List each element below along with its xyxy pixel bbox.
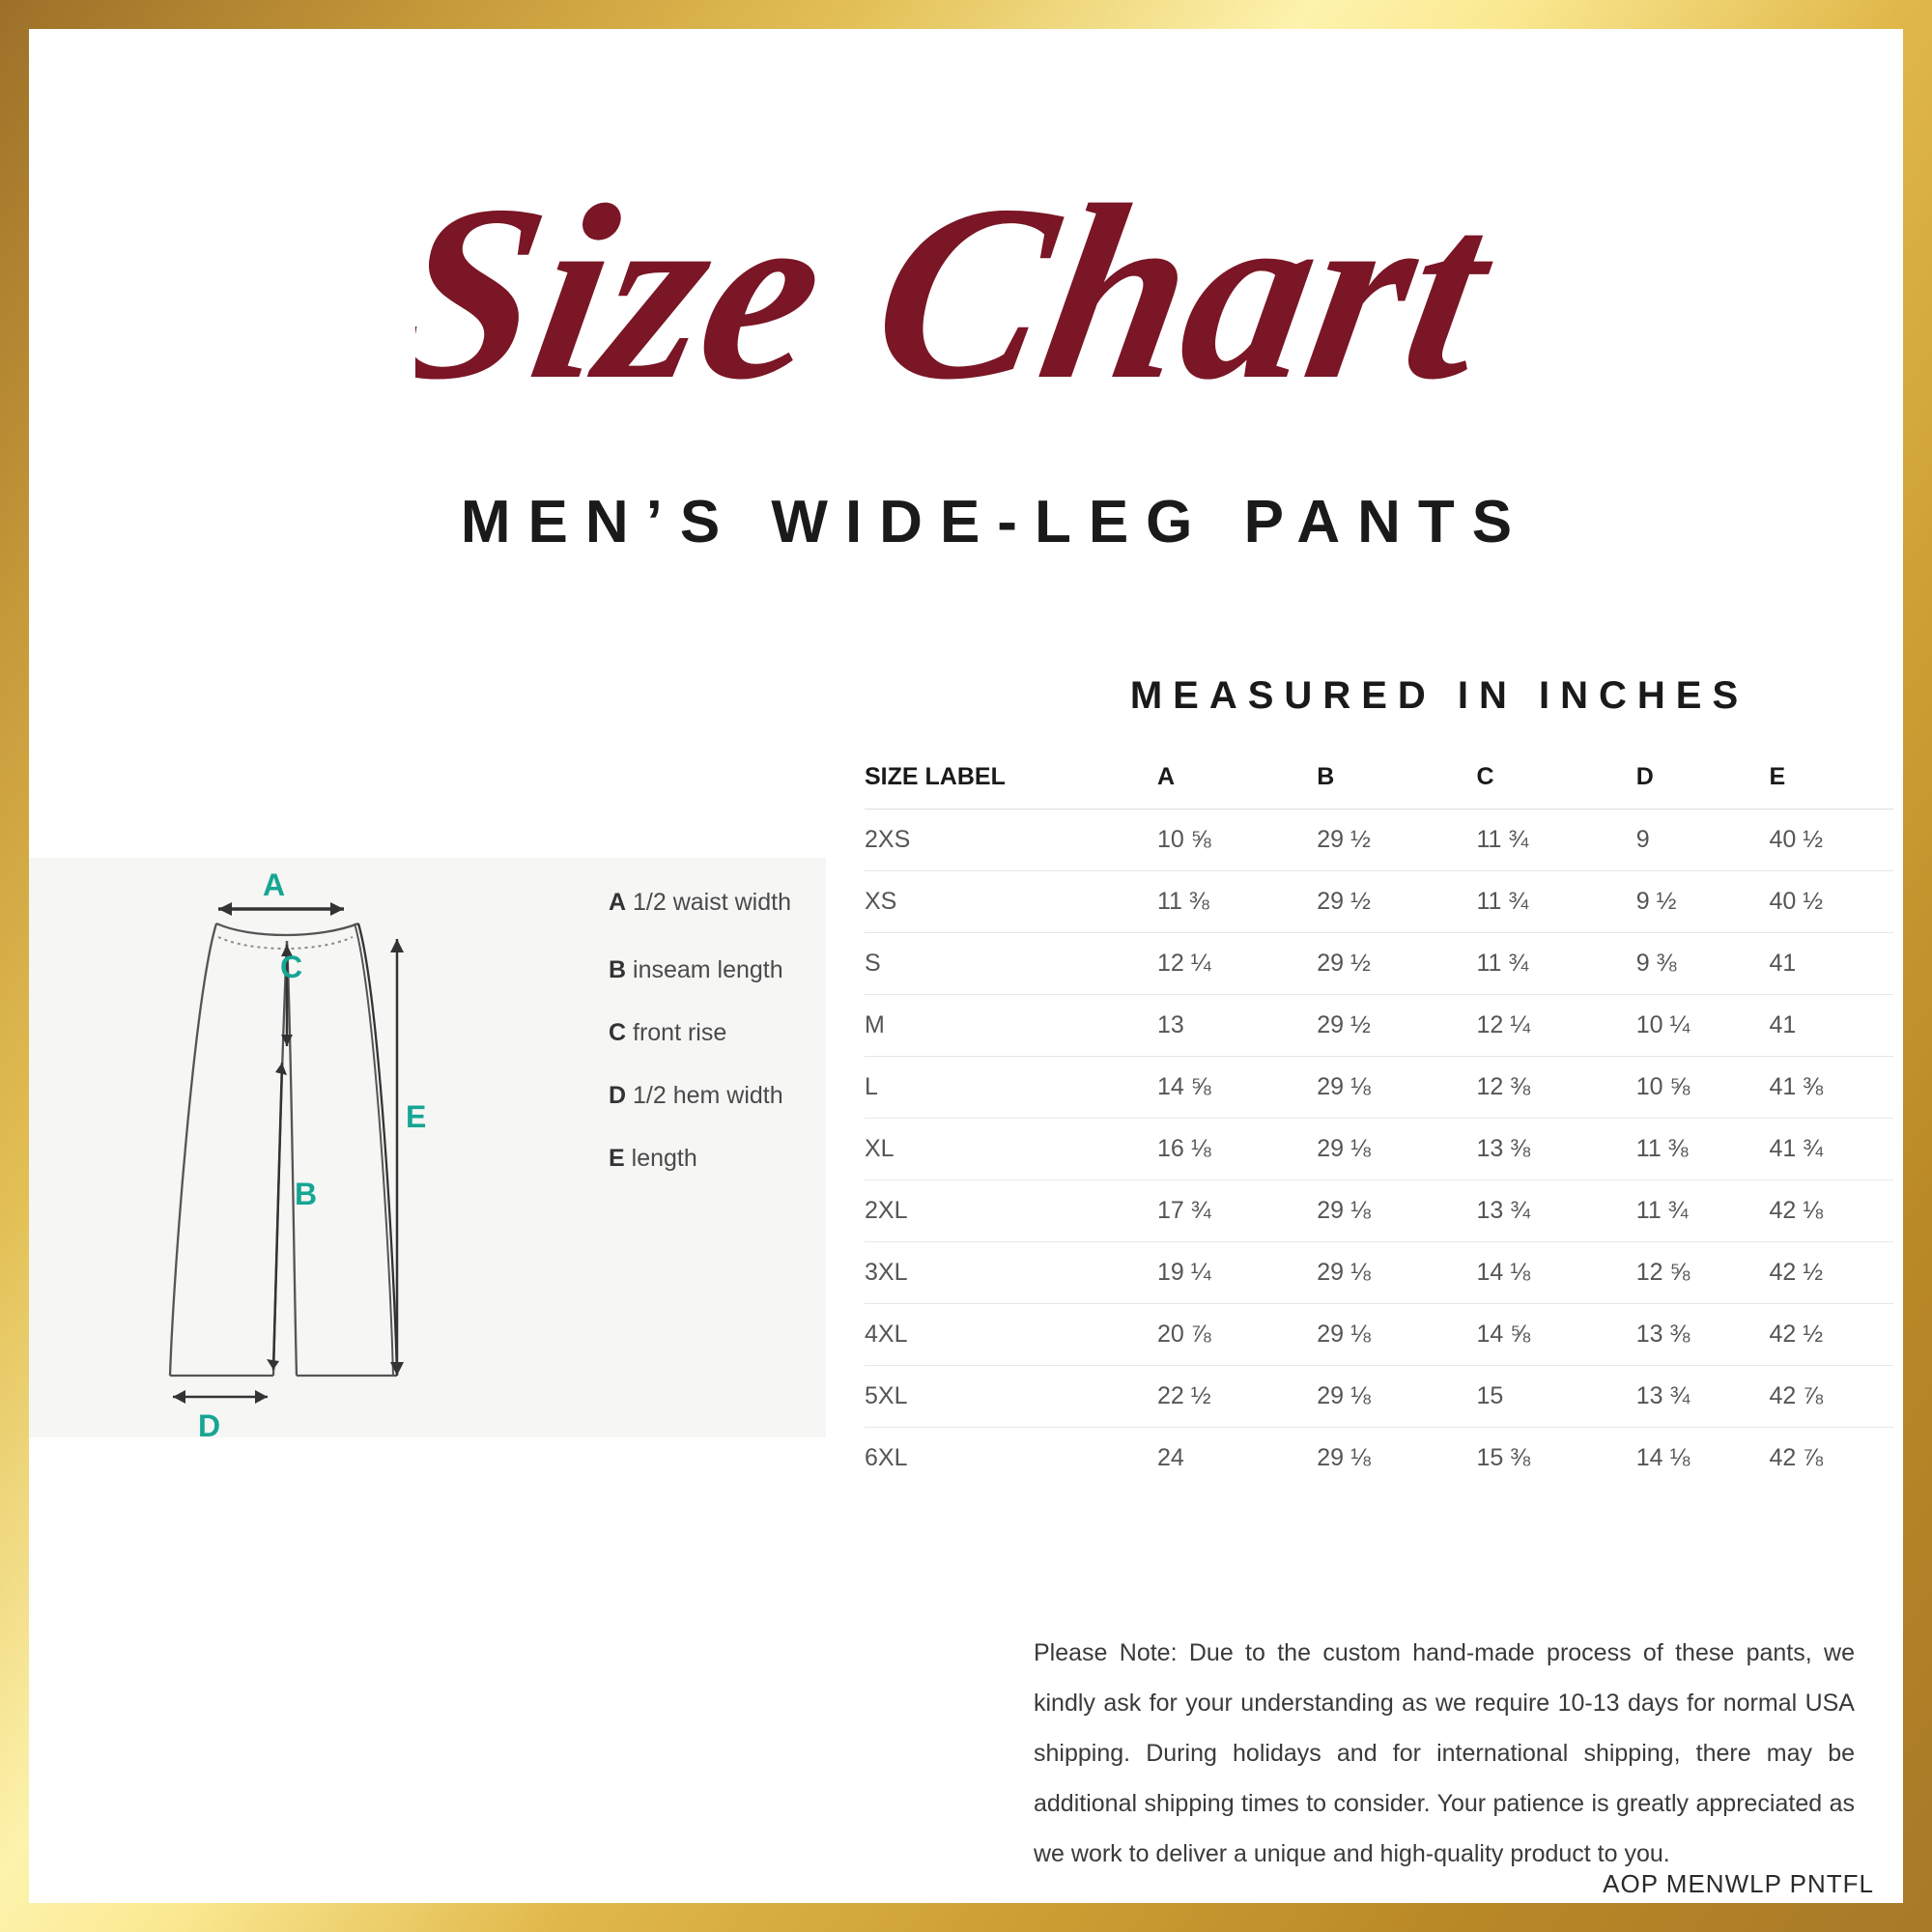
svg-text:Size Chart: Size Chart <box>415 154 1515 432</box>
